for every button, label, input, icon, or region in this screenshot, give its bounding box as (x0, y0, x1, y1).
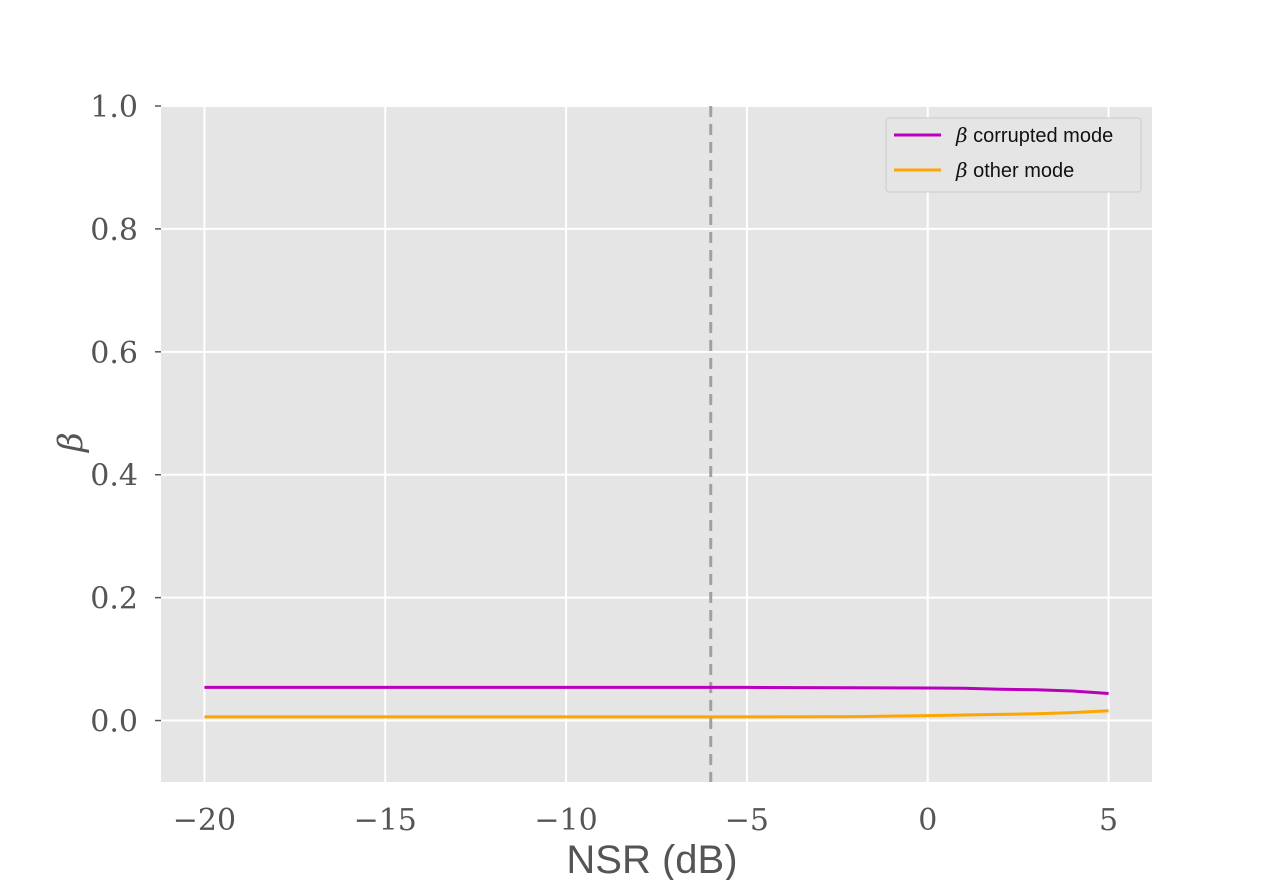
axis-ticks: −20 −15 −10 −5 0 5 0.0 0.2 0.4 0.6 0.8 1.0 (90, 90, 1118, 838)
legend-label-corrupted-mode: β corrupted mode (955, 123, 1113, 147)
x-tick-label: −5 (725, 803, 769, 838)
series-line-corrupted-mode (204, 685, 1109, 695)
legend-text-other-mode: other mode (973, 160, 1074, 182)
x-tick-label: −20 (173, 803, 236, 838)
series-layer (204, 685, 1109, 719)
y-tick-label: 0.4 (90, 459, 138, 494)
grid (161, 105, 1152, 782)
legend-box (885, 117, 1142, 193)
legend-label-other-mode: β other mode (955, 158, 1074, 182)
legend: β corrupted mode β other mode (885, 117, 1142, 193)
x-tick-label: −15 (354, 803, 417, 838)
x-axis-label: NSR (dB) (566, 838, 737, 880)
x-tick-label: 0 (918, 803, 937, 838)
plot-area (161, 106, 1152, 782)
y-tick-label: 0.6 (90, 336, 138, 371)
series-line-other-mode (204, 709, 1109, 719)
y-axis-label: β (51, 432, 91, 454)
legend-symbol-other-mode: β (955, 158, 968, 182)
y-tick-label: 0.8 (90, 213, 138, 248)
y-tick-label: 1.0 (90, 90, 138, 125)
x-tick-label: −10 (534, 803, 597, 838)
y-tick-label: 0.2 (90, 582, 138, 617)
legend-symbol-corrupted-mode: β (955, 123, 968, 147)
y-tick-label: 0.0 (90, 705, 138, 740)
x-tick-label: 5 (1099, 803, 1118, 838)
legend-text-corrupted-mode: corrupted mode (973, 125, 1113, 147)
